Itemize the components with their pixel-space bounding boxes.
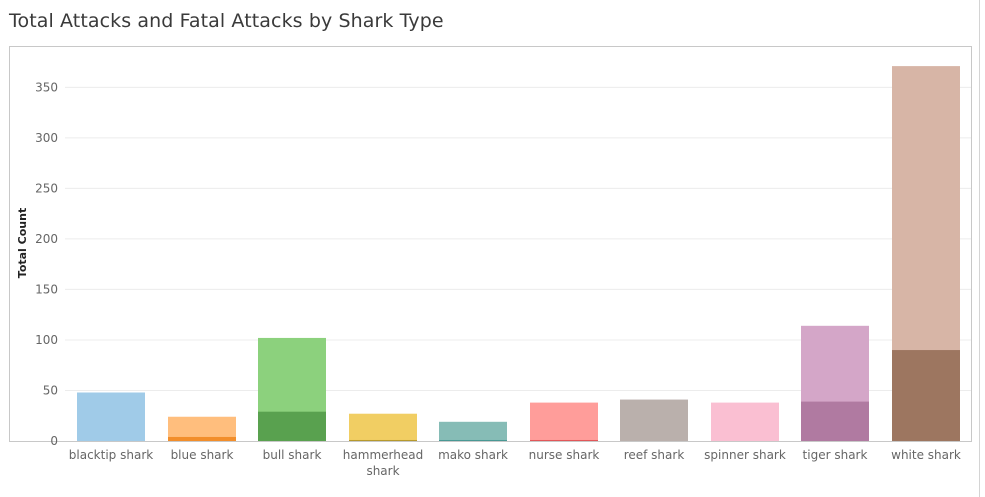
total-bar <box>530 402 598 441</box>
fatal-bar <box>349 439 417 441</box>
right-border <box>979 0 980 497</box>
fatal-bar <box>892 350 960 441</box>
y-tick-label: 100 <box>35 333 58 347</box>
y-tick-label: 350 <box>35 80 58 94</box>
y-tick-label: 300 <box>35 131 58 145</box>
y-tick-label: 150 <box>35 282 58 296</box>
y-tick-label: 50 <box>43 383 58 397</box>
x-tick-label: nurse shark <box>529 448 600 462</box>
plot-frame <box>9 46 972 442</box>
x-tick-label: shark <box>366 464 399 478</box>
y-axis-label: Total Count <box>16 208 29 278</box>
y-tick-label: 0 <box>50 434 58 448</box>
fatal-bar <box>168 436 236 441</box>
x-tick-label: blue shark <box>171 448 234 462</box>
fatal-bars <box>168 350 960 441</box>
total-bars <box>77 66 960 442</box>
chart-title: Total Attacks and Fatal Attacks by Shark… <box>9 10 444 32</box>
total-bar <box>439 421 507 441</box>
y-tick-label: 250 <box>35 181 58 195</box>
x-tick-label: spinner shark <box>704 448 786 462</box>
x-tick-label: bull shark <box>263 448 322 462</box>
x-tick-label: reef shark <box>624 448 685 462</box>
fatal-bar <box>258 411 326 441</box>
fatal-bar <box>530 439 598 441</box>
y-tick-label: 200 <box>35 232 58 246</box>
x-tick-label: blacktip shark <box>69 448 153 462</box>
total-bar <box>711 402 779 441</box>
total-bar <box>77 392 145 441</box>
x-tick-label: white shark <box>891 448 961 462</box>
total-bar <box>349 413 417 441</box>
y-axis-ticks: 0 50 100 150 200 250 300 350 <box>35 80 58 448</box>
x-tick-label: tiger shark <box>803 448 868 462</box>
fatal-bar <box>439 439 507 441</box>
x-tick-label: hammerhead <box>343 448 423 462</box>
x-tick-label: mako shark <box>438 448 508 462</box>
x-axis-ticks: blacktip shark blue shark bull shark hammer… <box>69 448 961 478</box>
fatal-bar <box>801 401 869 441</box>
total-bar <box>620 399 688 441</box>
